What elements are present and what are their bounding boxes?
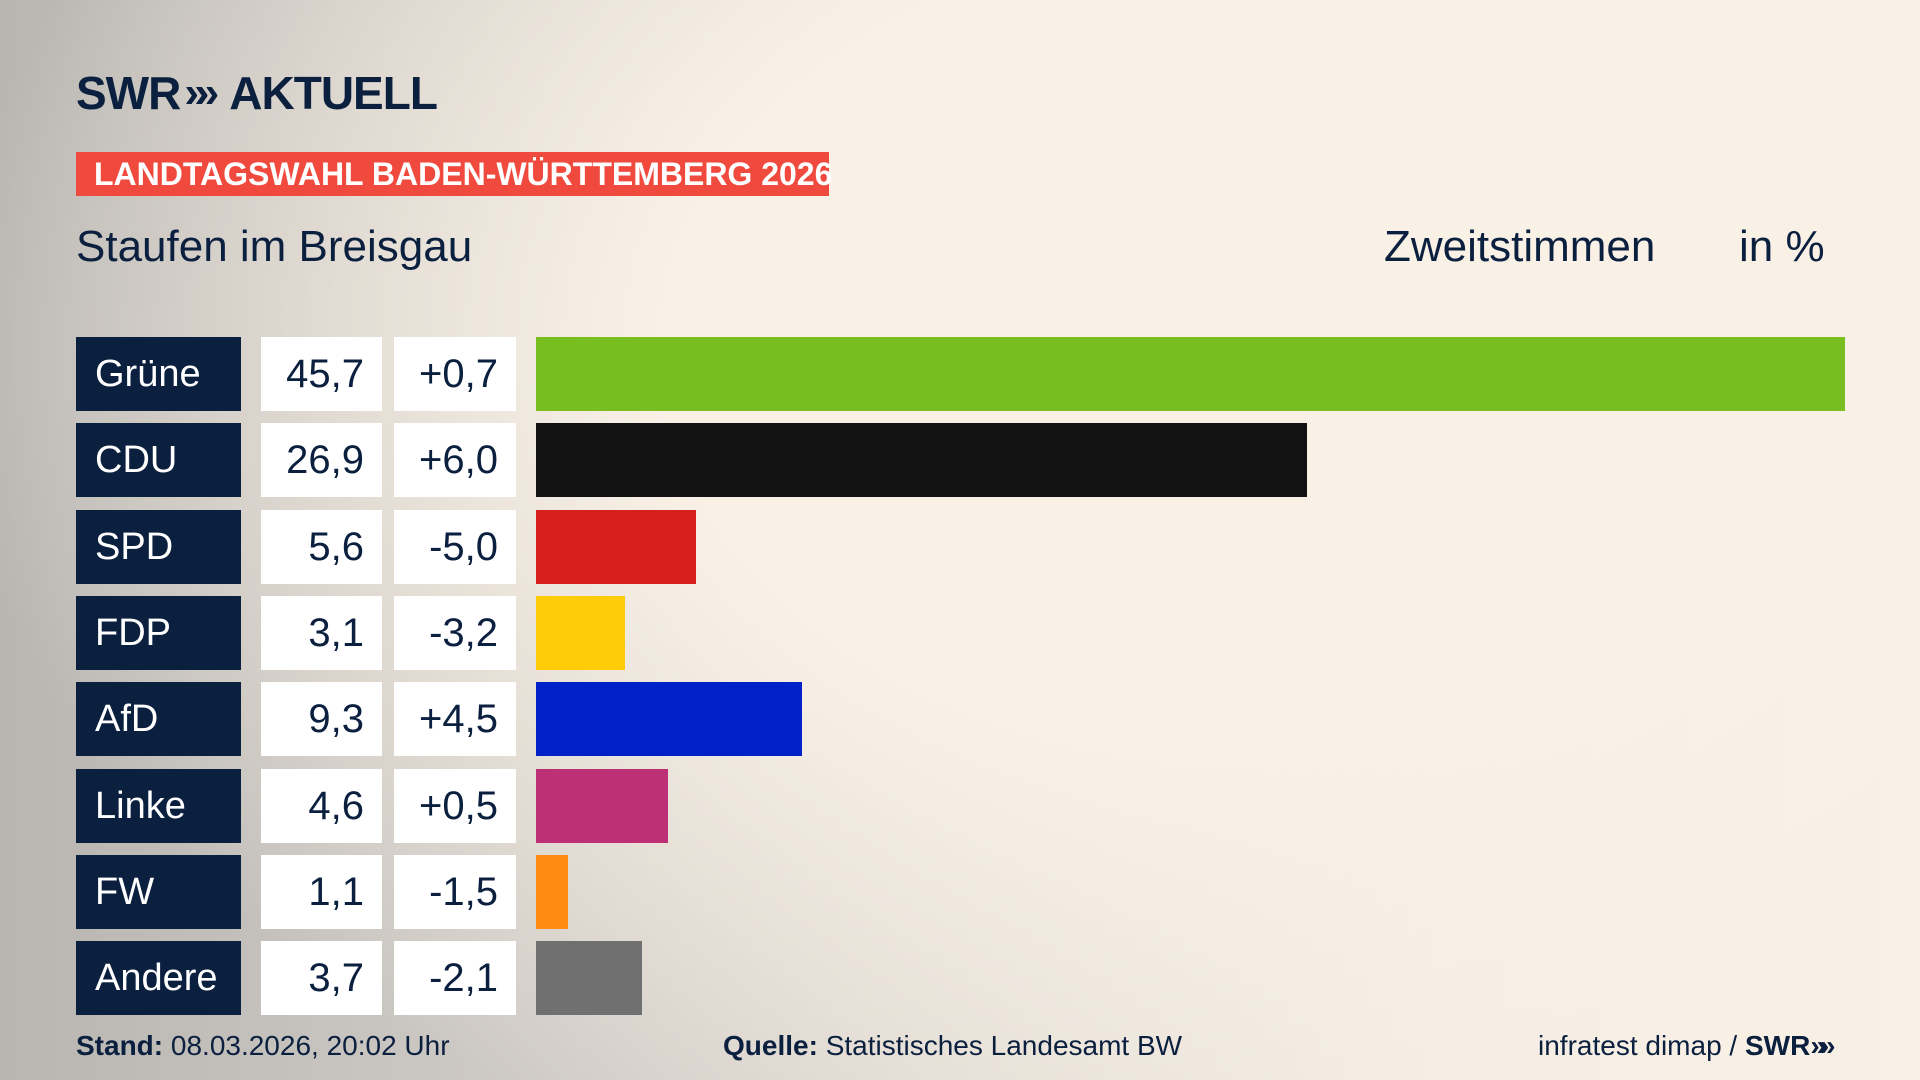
measure-label: Zweitstimmen [1384, 222, 1656, 271]
unit-label: in % [1739, 222, 1825, 271]
change-label: -2,1 [394, 941, 516, 1016]
credit-logo: SWR [1744, 1030, 1811, 1061]
chevron-logo-icon: »» [1810, 1030, 1835, 1061]
bar-fdp [536, 595, 625, 670]
party-row: Andere 3,7 -2,1 [76, 941, 1876, 1016]
bar-afd [536, 682, 803, 757]
stand-label: Stand: [76, 1030, 164, 1061]
bar-cdu [536, 423, 1307, 498]
logo-swr: SWR [76, 67, 181, 119]
party-row: SPD 5,6 -5,0 [76, 509, 1876, 584]
change-label: -1,5 [394, 854, 516, 929]
value-label: 4,6 [261, 768, 382, 843]
value-label: 9,3 [261, 682, 382, 757]
party-row: AfD 9,3 +4,5 [76, 682, 1876, 757]
source-label: Quelle: [723, 1030, 818, 1061]
party-row: Linke 4,6 +0,5 [76, 768, 1876, 843]
party-name: FDP [76, 595, 241, 670]
bar-spd [536, 509, 697, 584]
party-name: Andere [76, 941, 241, 1016]
logo-aktuell: AKTUELL [229, 67, 438, 119]
bar-grüne [536, 337, 1845, 411]
chevron-logo-icon: »» [184, 68, 219, 117]
value-label: 26,9 [261, 423, 382, 498]
value-label: 3,1 [261, 595, 382, 670]
value-label: 45,7 [261, 337, 382, 411]
stand-value: 08.03.2026, 20:02 Uhr [170, 1030, 450, 1061]
source: Quelle: Statistisches Landesamt BW [723, 1030, 1182, 1062]
bar-andere [536, 941, 642, 1016]
party-name: Grüne [76, 337, 241, 411]
bar-linke [536, 768, 668, 843]
change-label: +0,7 [394, 337, 516, 411]
party-row: FW 1,1 -1,5 [76, 854, 1876, 929]
party-name: FW [76, 854, 241, 929]
source-value: Statistisches Landesamt BW [825, 1030, 1183, 1061]
credit-text: infratest dimap / [1538, 1030, 1738, 1061]
bar-fw [536, 854, 568, 929]
value-label: 3,7 [261, 941, 382, 1016]
change-label: +6,0 [394, 423, 516, 498]
party-row: Grüne 45,7 +0,7 [76, 337, 1876, 411]
swr-aktuell-logo: SWR »» AKTUELL [76, 67, 438, 119]
party-name: SPD [76, 509, 241, 584]
credit: infratest dimap / SWR»» [1538, 1030, 1836, 1062]
change-label: +4,5 [394, 682, 516, 757]
party-row: CDU 26,9 +6,0 [76, 423, 1876, 498]
constituency-title: Staufen im Breisgau [76, 222, 473, 271]
party-name: Linke [76, 768, 241, 843]
value-label: 1,1 [261, 854, 382, 929]
stand: Stand: 08.03.2026, 20:02 Uhr [76, 1030, 450, 1062]
change-label: -5,0 [394, 509, 516, 584]
change-label: -3,2 [394, 595, 516, 670]
election-banner: LANDTAGSWAHL BADEN-WÜRTTEMBERG 2026 [76, 152, 832, 196]
party-name: AfD [76, 682, 241, 757]
party-name: CDU [76, 423, 241, 498]
party-row: FDP 3,1 -3,2 [76, 595, 1876, 670]
value-label: 5,6 [261, 509, 382, 584]
change-label: +0,5 [394, 768, 516, 843]
